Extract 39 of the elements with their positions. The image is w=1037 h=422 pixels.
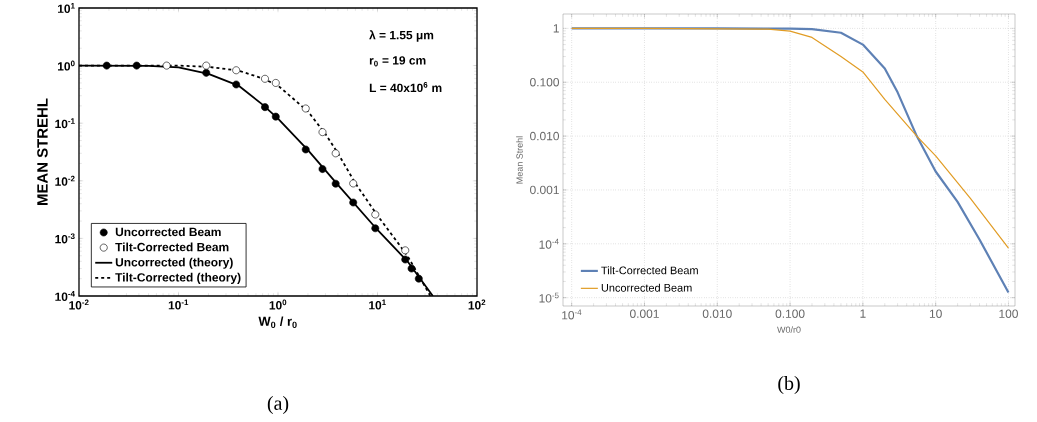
- x-tick-label: 10$^{0}$: [269, 299, 287, 310]
- legend-label: Tilt-Corrected Beam: [115, 242, 229, 252]
- legend-label: Uncorrected Beam: [601, 283, 692, 292]
- y-tick-label: 10$^{-5}$: [539, 292, 559, 303]
- text: (b): [778, 375, 800, 395]
- x-tick-label: 0.001: [629, 309, 659, 318]
- y-tick-label: 10$^{0}$: [58, 60, 75, 71]
- y-tick-label: 10$^{-3}$: [55, 233, 75, 244]
- x-tick-label: 0.010: [702, 309, 732, 318]
- annotation: λ = 1.55 μm: [369, 30, 434, 42]
- y-tick-label: 1: [553, 24, 559, 33]
- text: (a): [267, 395, 289, 415]
- y-tick-label: 0.001: [530, 185, 559, 195]
- y-tick-label: 10$^{-4}$: [55, 291, 75, 301]
- x-axis-title: W0/r0: [777, 326, 801, 333]
- x-tick-label: 10$^{-2}$: [69, 299, 89, 310]
- x-axis-title: W$_{0}$ / r$_{0}$: [258, 316, 297, 329]
- y-axis-title: MEAN STREHL: [37, 98, 48, 205]
- x-tick-label: 10$^{1}$: [369, 299, 386, 310]
- x-tick-label: 1: [860, 309, 866, 318]
- y-axis-title: Mean Strehl: [516, 136, 523, 184]
- y-tick-label: 0.010: [530, 131, 560, 141]
- y-tick-label: 10$^{-1}$: [55, 118, 75, 129]
- legend-label: Uncorrected (theory): [115, 257, 233, 269]
- x-tick-label: 100: [999, 309, 1018, 318]
- y-tick-label: 0.100: [530, 78, 560, 87]
- x-tick-label: 10$^{-4}$: [562, 309, 582, 320]
- x-tick-label: 10$^{-1}$: [168, 299, 189, 310]
- x-tick-label: 10: [929, 309, 942, 318]
- legend-label: Tilt-Corrected (theory): [115, 272, 241, 284]
- x-tick-label: 0.100: [775, 309, 805, 318]
- y-tick-label: 10$^{-4}$: [539, 238, 559, 249]
- legend-label: Uncorrected Beam: [115, 227, 221, 237]
- y-tick-label: 10$^{1}$: [58, 3, 75, 13]
- annotation: L = 40x10$^{6}$ m: [369, 82, 442, 93]
- x-tick-label: 10$^{2}$: [468, 299, 486, 310]
- y-tick-label: 10$^{-2}$: [55, 175, 75, 186]
- annotation: r$_{0}$ = 19 cm: [369, 56, 426, 67]
- legend-label: Tilt-Corrected Beam: [601, 266, 698, 275]
